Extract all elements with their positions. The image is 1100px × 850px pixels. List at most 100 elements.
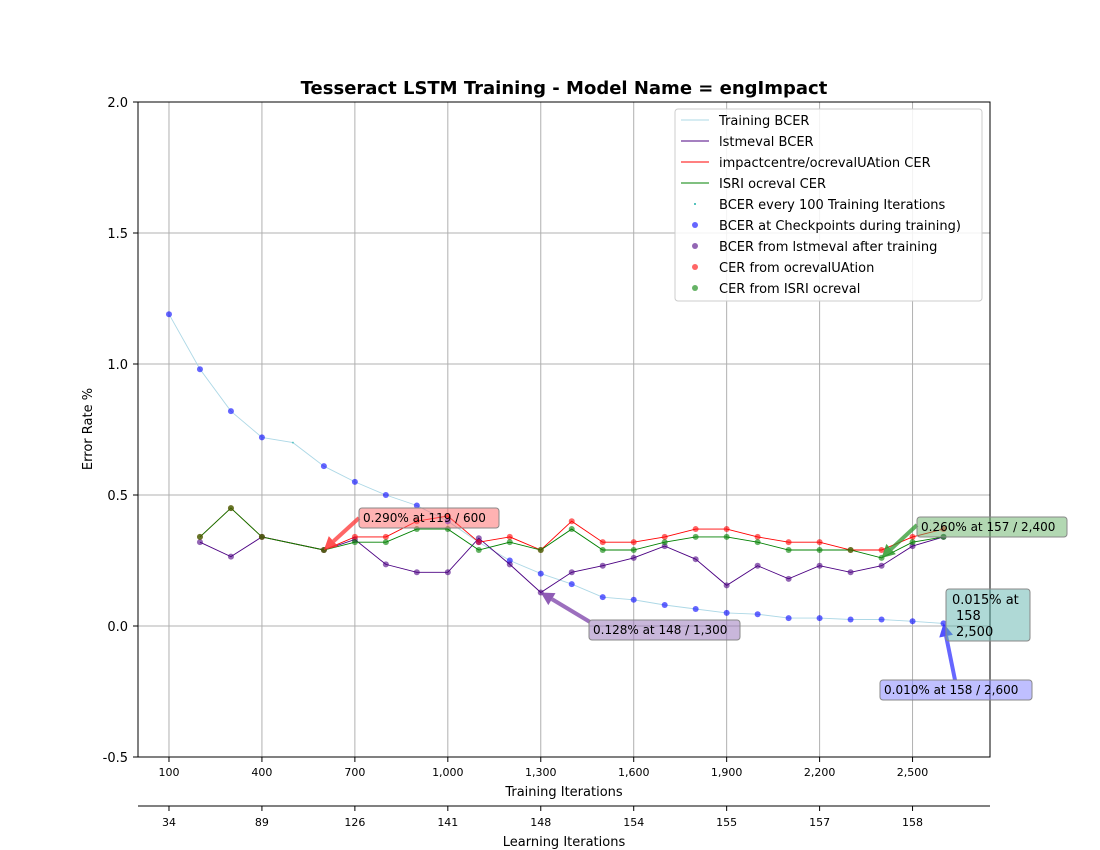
- data-point: [444, 569, 451, 576]
- data-point: [258, 434, 265, 441]
- y-tick-label: 2.0: [107, 96, 128, 111]
- data-point: [754, 611, 761, 618]
- y-tick-label: 0.5: [107, 489, 128, 504]
- secondary-x-tick-label: 154: [623, 816, 644, 829]
- data-point: [630, 554, 637, 561]
- data-point: [878, 562, 885, 569]
- legend-point-marker: [692, 264, 698, 270]
- data-point: [847, 569, 854, 576]
- data-point: [723, 582, 730, 589]
- plot-frame: [137, 101, 991, 758]
- secondary-x-tick-label: 148: [530, 816, 551, 829]
- data-point: [661, 533, 668, 540]
- data-point: [351, 539, 358, 546]
- y-axis-label: Error Rate %: [81, 388, 96, 470]
- data-point: [475, 547, 482, 554]
- legend: Training BCER lstmeval BCER impactcentre/o…: [674, 108, 983, 302]
- y-tick-label: 1.5: [107, 227, 128, 242]
- annotation-box: [588, 619, 741, 641]
- chart-title: Tesseract LSTM Training - Model Name = e…: [301, 78, 828, 99]
- data-point: [537, 570, 544, 577]
- data-point: [537, 547, 544, 554]
- legend-point-marker: [694, 203, 696, 205]
- secondary-x-tick-label: 158: [902, 816, 923, 829]
- data-point: [692, 605, 699, 612]
- data-point: [723, 533, 730, 540]
- data-point: [847, 547, 854, 554]
- legend-label: lstmeval BCER: [719, 135, 814, 150]
- legend-point-marker: [692, 222, 698, 228]
- legend-label: BCER at Checkpoints during training): [719, 219, 961, 234]
- x-tick-label: 1,300: [525, 766, 557, 779]
- data-point: [630, 547, 637, 554]
- data-point: [785, 547, 792, 554]
- secondary-x-tick-label: 89: [255, 816, 269, 829]
- annotation-box: [945, 588, 1031, 642]
- data-point: [754, 533, 761, 540]
- legend-label: ISRI ocreval CER: [719, 177, 826, 192]
- data-point: [599, 547, 606, 554]
- annotation-arrow: [550, 597, 592, 624]
- x-tick-label: 1,900: [711, 766, 743, 779]
- data-point: [165, 311, 172, 318]
- legend-label: CER from ocrevalUAtion: [719, 261, 874, 276]
- data-point: [475, 539, 482, 546]
- series-line-0: [168, 313, 944, 624]
- data-point: [909, 618, 916, 625]
- legend-label: CER from ISRI ocreval: [719, 282, 860, 297]
- data-point: [692, 526, 699, 533]
- x-tick-label: 2,200: [804, 766, 836, 779]
- data-point: [382, 533, 389, 540]
- data-point: [816, 547, 823, 554]
- series-line-2: [199, 507, 944, 551]
- legend-label: BCER every 100 Training Iterations: [719, 198, 946, 213]
- x-tick-label: 100: [158, 766, 179, 779]
- annotation-arrowhead: [881, 543, 896, 558]
- data-point: [816, 615, 823, 622]
- data-point: [351, 533, 358, 540]
- data-point: [599, 594, 606, 601]
- secondary-x-tick-label: 34: [162, 816, 176, 829]
- data-point: [785, 575, 792, 582]
- x-axis-label: Training Iterations: [504, 785, 623, 800]
- legend-point-marker: [692, 243, 698, 249]
- y-tick-label: 0.0: [107, 620, 128, 635]
- y-tick-label: 1.0: [107, 358, 128, 373]
- series-line-1: [199, 536, 944, 594]
- series-points: [165, 311, 947, 627]
- annotation-box: [879, 679, 1033, 701]
- y-tick-label: -0.5: [103, 751, 128, 766]
- annotation-text: 0.015% at 158 2,500: [952, 593, 1019, 640]
- data-point: [506, 561, 513, 568]
- data-point: [692, 556, 699, 563]
- data-point: [599, 539, 606, 546]
- legend-label: Training BCER: [718, 114, 809, 129]
- annotation-arrow: [944, 635, 957, 681]
- data-point: [847, 616, 854, 623]
- data-point: [196, 366, 203, 373]
- data-point: [568, 526, 575, 533]
- data-point: [909, 539, 916, 546]
- x-tick-label: 1,000: [432, 766, 464, 779]
- data-point: [723, 609, 730, 616]
- data-point: [599, 562, 606, 569]
- annotation-arrow: [332, 516, 361, 543]
- series-line-3: [199, 507, 944, 559]
- legend-label: BCER from lstmeval after training: [719, 240, 937, 255]
- data-point: [785, 539, 792, 546]
- legend-point-marker: [692, 285, 698, 291]
- secondary-x-tick-label: 157: [809, 816, 830, 829]
- data-point: [816, 562, 823, 569]
- series-lines: [168, 313, 944, 624]
- annotation-arrow: [889, 523, 919, 551]
- x-tick-label: 400: [251, 766, 272, 779]
- data-point: [382, 561, 389, 568]
- data-point: [506, 533, 513, 540]
- legend-box: [674, 108, 983, 302]
- data-point: [320, 463, 327, 470]
- legend-label: impactcentre/ocrevalUAtion CER: [719, 156, 931, 171]
- x-axis-ticks: 100 400 700 1,000 1,300 1,600 1,900 2,200 2,500: [158, 757, 928, 779]
- data-point: [754, 562, 761, 569]
- data-point: [227, 505, 234, 512]
